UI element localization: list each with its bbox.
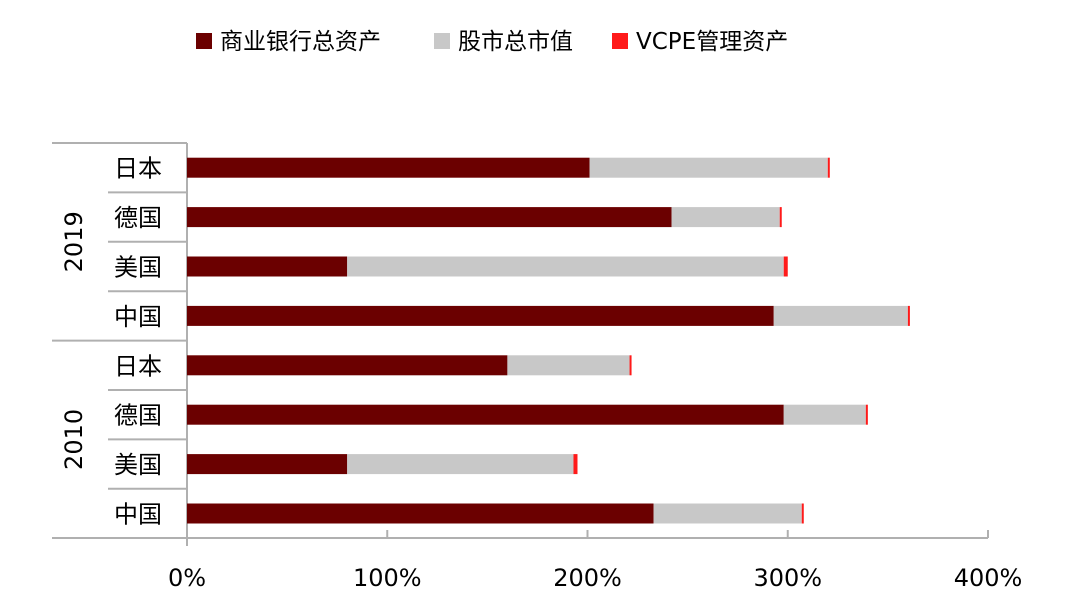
bar-2019-中国-series-3 xyxy=(907,305,910,326)
bar-2010-美国-series-2 xyxy=(347,454,574,475)
bar-2010-日本-series-3 xyxy=(629,355,632,376)
bars xyxy=(187,157,910,524)
x-tick-label: 300% xyxy=(753,564,822,592)
bar-2019-美国-series-3 xyxy=(783,256,788,277)
legend-label-3: VCPE管理资产 xyxy=(636,29,788,55)
bar-2019-日本-series-1 xyxy=(187,157,590,178)
legend: 商业银行总资产 股市总市值 VCPE管理资产 xyxy=(196,29,788,55)
bar-2010-中国-series-1 xyxy=(187,503,654,524)
bar-2019-德国-series-2 xyxy=(671,207,780,228)
bar-2019-日本-series-2 xyxy=(589,157,828,178)
bar-2010-日本-series-1 xyxy=(187,355,508,376)
legend-label-1: 商业银行总资产 xyxy=(220,29,381,55)
bar-2019-中国-series-2 xyxy=(773,305,908,326)
bar-2010-德国-series-3 xyxy=(865,404,868,425)
bar-2019-德国-series-1 xyxy=(187,207,672,228)
year-label: 2019 xyxy=(60,211,88,272)
bar-2019-美国-series-1 xyxy=(187,256,348,277)
category-label: 中国 xyxy=(114,501,162,529)
bar-2010-日本-series-2 xyxy=(507,355,630,376)
category-label: 德国 xyxy=(114,402,162,430)
x-tick-label: 0% xyxy=(168,564,206,592)
category-label: 中国 xyxy=(114,303,162,331)
bar-2010-中国-series-3 xyxy=(801,503,804,524)
legend-swatch-1 xyxy=(196,33,212,49)
legend-swatch-3 xyxy=(612,33,628,49)
legend-label-2: 股市总市值 xyxy=(458,29,573,55)
x-tick-label: 100% xyxy=(353,564,422,592)
category-label: 日本 xyxy=(114,155,162,183)
category-label: 德国 xyxy=(114,204,162,232)
bar-2010-德国-series-2 xyxy=(783,404,866,425)
category-label: 日本 xyxy=(114,352,162,380)
category-label: 美国 xyxy=(114,254,162,282)
axes: 0% 100% 200% 300% 400% xyxy=(52,142,1023,592)
category-label: 美国 xyxy=(114,451,162,479)
bar-2010-美国-series-3 xyxy=(573,454,578,475)
bar-2019-中国-series-1 xyxy=(187,305,774,326)
bar-2019-美国-series-2 xyxy=(347,256,784,277)
bar-2010-德国-series-1 xyxy=(187,404,784,425)
x-tick-label: 400% xyxy=(954,564,1023,592)
bar-2010-中国-series-2 xyxy=(653,503,802,524)
x-tick-label: 200% xyxy=(553,564,622,592)
legend-swatch-2 xyxy=(434,33,450,49)
year-label: 2010 xyxy=(60,409,88,470)
bar-2019-德国-series-3 xyxy=(779,207,782,228)
bar-2010-美国-series-1 xyxy=(187,454,348,475)
bar-2019-日本-series-3 xyxy=(827,157,830,178)
